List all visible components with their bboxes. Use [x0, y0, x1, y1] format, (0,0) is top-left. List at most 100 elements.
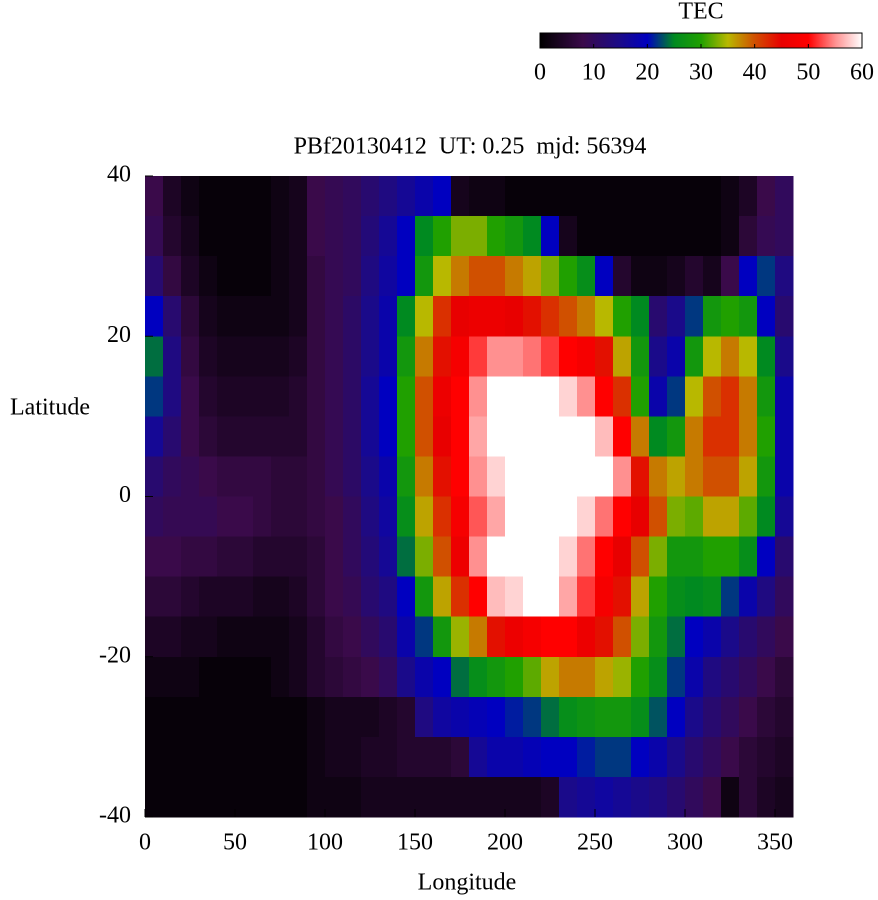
heatmap-cell: [235, 256, 254, 297]
heatmap-cell: [559, 176, 578, 217]
heatmap-cell: [289, 656, 308, 698]
heatmap-cell: [523, 256, 542, 297]
heatmap-cell: [145, 656, 164, 698]
heatmap-cell: [289, 736, 308, 778]
heatmap-cell: [631, 336, 650, 377]
heatmap-cell: [559, 496, 578, 538]
heatmap-cell: [757, 656, 776, 698]
heatmap-cell: [325, 296, 344, 337]
heatmap-cell: [577, 336, 596, 377]
heatmap-cell: [559, 456, 578, 497]
heatmap-cell: [613, 256, 632, 297]
heatmap-cell: [667, 616, 686, 658]
heatmap-cell: [613, 616, 632, 658]
heatmap-cell: [181, 376, 200, 417]
heatmap-cell: [307, 256, 326, 297]
colorbar-tick-label: 10: [582, 60, 606, 86]
heatmap-cell: [325, 776, 344, 818]
heatmap-cell: [469, 176, 488, 217]
heatmap-cell: [667, 776, 686, 818]
heatmap-cell: [631, 256, 650, 297]
heatmap-cell: [451, 616, 470, 658]
heatmap-cell: [145, 576, 164, 618]
heatmap-cell: [613, 736, 632, 778]
heatmap-cell: [397, 696, 416, 738]
heatmap-cell: [415, 416, 434, 457]
heatmap-cell: [703, 616, 722, 658]
heatmap-cell: [379, 416, 398, 457]
heatmap-cell: [307, 416, 326, 457]
heatmap-cell: [523, 296, 542, 337]
heatmap-cell: [235, 376, 254, 417]
heatmap-cell: [523, 216, 542, 257]
heatmap-cell: [253, 576, 272, 618]
heatmap-cell: [469, 656, 488, 698]
heatmap-cell: [685, 256, 704, 297]
heatmap-cell: [523, 576, 542, 618]
heatmap-cell: [397, 216, 416, 257]
heatmap-cell: [271, 216, 290, 257]
colorbar-tick-label: 40: [743, 60, 767, 86]
heatmap-cell: [631, 776, 650, 818]
heatmap-cell: [271, 176, 290, 217]
heatmap-cell: [721, 456, 740, 497]
heatmap-cell: [559, 376, 578, 417]
heatmap-cell: [649, 576, 668, 618]
heatmap-cell: [505, 736, 524, 778]
heatmap-cell: [397, 496, 416, 538]
heatmap-cell: [217, 256, 236, 297]
heatmap-cell: [217, 336, 236, 377]
heatmap-cell: [667, 416, 686, 457]
heatmap-cell: [145, 536, 164, 578]
heatmap-cell: [199, 296, 218, 337]
heatmap-cell: [757, 456, 776, 497]
heatmap-cell: [595, 176, 614, 217]
y-tick-label: 0: [119, 482, 131, 508]
heatmap-cell: [307, 696, 326, 738]
heatmap-cell: [343, 216, 362, 257]
heatmap-cell: [487, 256, 506, 297]
heatmap-cell: [685, 336, 704, 377]
heatmap-cell: [325, 216, 344, 257]
heatmap-cell: [523, 416, 542, 457]
heatmap-cell: [739, 216, 758, 257]
heatmap-cell: [325, 416, 344, 457]
heatmap-cell: [253, 256, 272, 297]
heatmap-cell: [541, 416, 560, 457]
heatmap-cell: [577, 176, 596, 217]
heatmap-cells: [145, 176, 794, 818]
heatmap-cell: [199, 336, 218, 377]
heatmap-cell: [559, 416, 578, 457]
heatmap-cell: [703, 496, 722, 538]
heatmap-cell: [649, 496, 668, 538]
heatmap-cell: [559, 616, 578, 658]
heatmap-cell: [721, 416, 740, 457]
heatmap-cell: [505, 456, 524, 497]
heatmap-cell: [379, 496, 398, 538]
heatmap-cell: [649, 776, 668, 818]
heatmap-cell: [289, 616, 308, 658]
heatmap-cell: [451, 496, 470, 538]
heatmap-cell: [487, 376, 506, 417]
heatmap-cell: [775, 376, 794, 417]
heatmap-cell: [325, 496, 344, 538]
heatmap-cell: [343, 616, 362, 658]
heatmap-cell: [271, 336, 290, 377]
heatmap-cell: [685, 496, 704, 538]
x-tick-label: 100: [307, 830, 343, 856]
heatmap-cell: [433, 216, 452, 257]
heatmap-cell: [595, 536, 614, 578]
heatmap-cell: [775, 576, 794, 618]
heatmap-cell: [253, 216, 272, 257]
heatmap-cell: [235, 656, 254, 698]
heatmap-cell: [181, 776, 200, 818]
heatmap-cell: [613, 376, 632, 417]
heatmap-cell: [559, 576, 578, 618]
heatmap-cell: [307, 176, 326, 217]
heatmap-cell: [271, 296, 290, 337]
heatmap-cell: [685, 176, 704, 217]
heatmap-cell: [217, 456, 236, 497]
heatmap-cell: [523, 336, 542, 377]
heatmap-cell: [271, 656, 290, 698]
